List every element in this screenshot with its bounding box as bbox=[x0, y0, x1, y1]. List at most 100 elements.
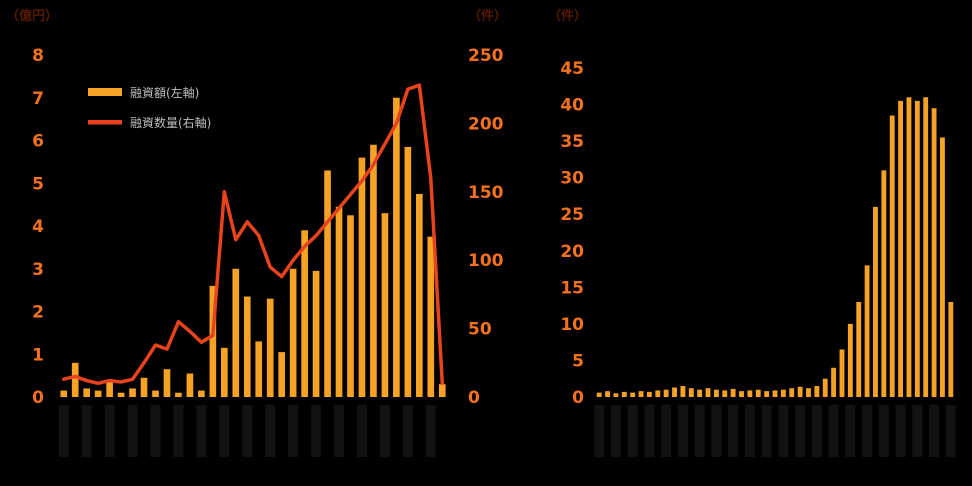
bar bbox=[940, 137, 945, 397]
bar bbox=[881, 170, 887, 397]
y-axis-tick-label: 200 bbox=[468, 114, 504, 134]
left-chart: （億円） （件） 0 1 2 3 4 5 6 7 8 0 50 100 150 200 250 融資額(左軸) 融資… bbox=[6, 8, 507, 457]
bar bbox=[324, 170, 331, 397]
y-axis-tick-label: 25 bbox=[560, 205, 584, 225]
bar bbox=[278, 352, 286, 397]
bar bbox=[680, 386, 686, 397]
bar bbox=[806, 388, 811, 397]
bar bbox=[427, 236, 435, 397]
bar bbox=[381, 213, 389, 397]
bar bbox=[655, 390, 661, 397]
bar bbox=[621, 391, 627, 397]
bar bbox=[163, 369, 171, 397]
bar bbox=[814, 386, 820, 397]
bar bbox=[266, 298, 274, 397]
bar bbox=[864, 265, 870, 397]
bar bbox=[672, 387, 677, 397]
x-axis-label-placeholder bbox=[778, 405, 789, 457]
bar bbox=[415, 193, 423, 397]
bar bbox=[335, 206, 343, 397]
bar bbox=[797, 386, 803, 397]
bar bbox=[780, 389, 786, 397]
bar bbox=[873, 206, 878, 397]
x-axis-label-placeholder bbox=[58, 405, 69, 457]
bar bbox=[822, 378, 828, 397]
x-axis-label-placeholder bbox=[677, 405, 688, 457]
bar bbox=[255, 341, 263, 397]
y-axis-tick-label: 10 bbox=[560, 315, 584, 335]
legend-label: 融資数量(右軸) bbox=[130, 115, 211, 130]
x-axis-label-placeholder bbox=[728, 405, 739, 457]
bar bbox=[923, 97, 929, 397]
bar bbox=[646, 391, 652, 397]
x-axis-label-placeholder bbox=[661, 405, 672, 457]
y-axis-tick-label: 40 bbox=[560, 96, 584, 116]
y-axis-tick-label: 20 bbox=[560, 242, 584, 262]
bar bbox=[705, 388, 711, 397]
bar bbox=[393, 97, 400, 397]
bar bbox=[697, 389, 703, 397]
bar bbox=[764, 391, 770, 397]
bar bbox=[688, 388, 694, 397]
x-axis-label-placeholder bbox=[862, 405, 873, 457]
right-chart-svg: （件） 0 5 10 15 20 25 30 35 40 45 bbox=[548, 8, 956, 457]
bar bbox=[220, 347, 228, 397]
legend-marker-line bbox=[88, 120, 122, 125]
y-axis-tick-label: 8 bbox=[32, 46, 44, 66]
bar bbox=[209, 285, 217, 397]
y-axis-tick-label: 5 bbox=[572, 351, 584, 371]
bar bbox=[152, 390, 159, 397]
bar bbox=[370, 144, 377, 397]
legend-marker-bar bbox=[88, 88, 122, 96]
bar bbox=[730, 388, 736, 397]
y-axis-tick-label: 2 bbox=[32, 303, 44, 323]
bar bbox=[839, 349, 845, 397]
y-axis-tick-label: 5 bbox=[32, 174, 44, 194]
bar bbox=[60, 390, 68, 397]
unit-label-left: （億円） bbox=[6, 8, 58, 24]
bar bbox=[889, 115, 895, 398]
bar bbox=[71, 362, 79, 397]
x-axis-label-placeholder bbox=[334, 405, 345, 457]
x-axis-label-placeholder bbox=[912, 405, 923, 457]
bar bbox=[906, 97, 912, 397]
x-axis-label-placeholder bbox=[150, 405, 161, 457]
bar bbox=[722, 390, 728, 397]
x-axis-label-placeholder bbox=[242, 405, 253, 457]
x-axis-label-placeholder bbox=[104, 405, 115, 457]
bar bbox=[755, 389, 761, 397]
y-axis-tick-label: 0 bbox=[468, 388, 480, 408]
bar bbox=[663, 389, 669, 397]
bar bbox=[83, 388, 91, 397]
bar bbox=[747, 390, 753, 397]
unit-label-left: （件） bbox=[548, 8, 587, 24]
y-axis-tick-label: 45 bbox=[560, 59, 584, 79]
bar bbox=[186, 373, 194, 397]
y-axis-tick-label: 30 bbox=[560, 169, 584, 189]
bar bbox=[789, 388, 795, 397]
y-axis-tick-label: 15 bbox=[560, 278, 584, 298]
y-axis-tick-label: 100 bbox=[468, 251, 504, 271]
y-axis-tick-label: 1 bbox=[32, 345, 44, 365]
line-series bbox=[61, 83, 445, 386]
x-axis-label-placeholder bbox=[311, 405, 322, 457]
y-axis-tick-label: 250 bbox=[468, 46, 504, 66]
bar bbox=[289, 268, 297, 397]
bar bbox=[94, 390, 102, 397]
bar bbox=[198, 390, 205, 397]
bar bbox=[914, 100, 920, 398]
x-axis-label-placeholder bbox=[127, 405, 138, 457]
y-axis-tick-label: 0 bbox=[32, 388, 44, 408]
x-axis-label-placeholder bbox=[744, 405, 755, 457]
y-axis-tick-label: 7 bbox=[32, 89, 44, 109]
y-axis-tick-label: 6 bbox=[32, 132, 44, 152]
x-axis-label-placeholder bbox=[219, 405, 230, 457]
x-axis-label-placeholder bbox=[402, 405, 413, 457]
bar bbox=[117, 392, 125, 397]
bar bbox=[358, 157, 366, 397]
x-axis-label-placeholder bbox=[795, 405, 806, 457]
x-axis-label-placeholder bbox=[594, 405, 605, 457]
bar bbox=[630, 392, 636, 397]
bar bbox=[232, 268, 240, 397]
x-axis-label-placeholder bbox=[379, 405, 390, 457]
